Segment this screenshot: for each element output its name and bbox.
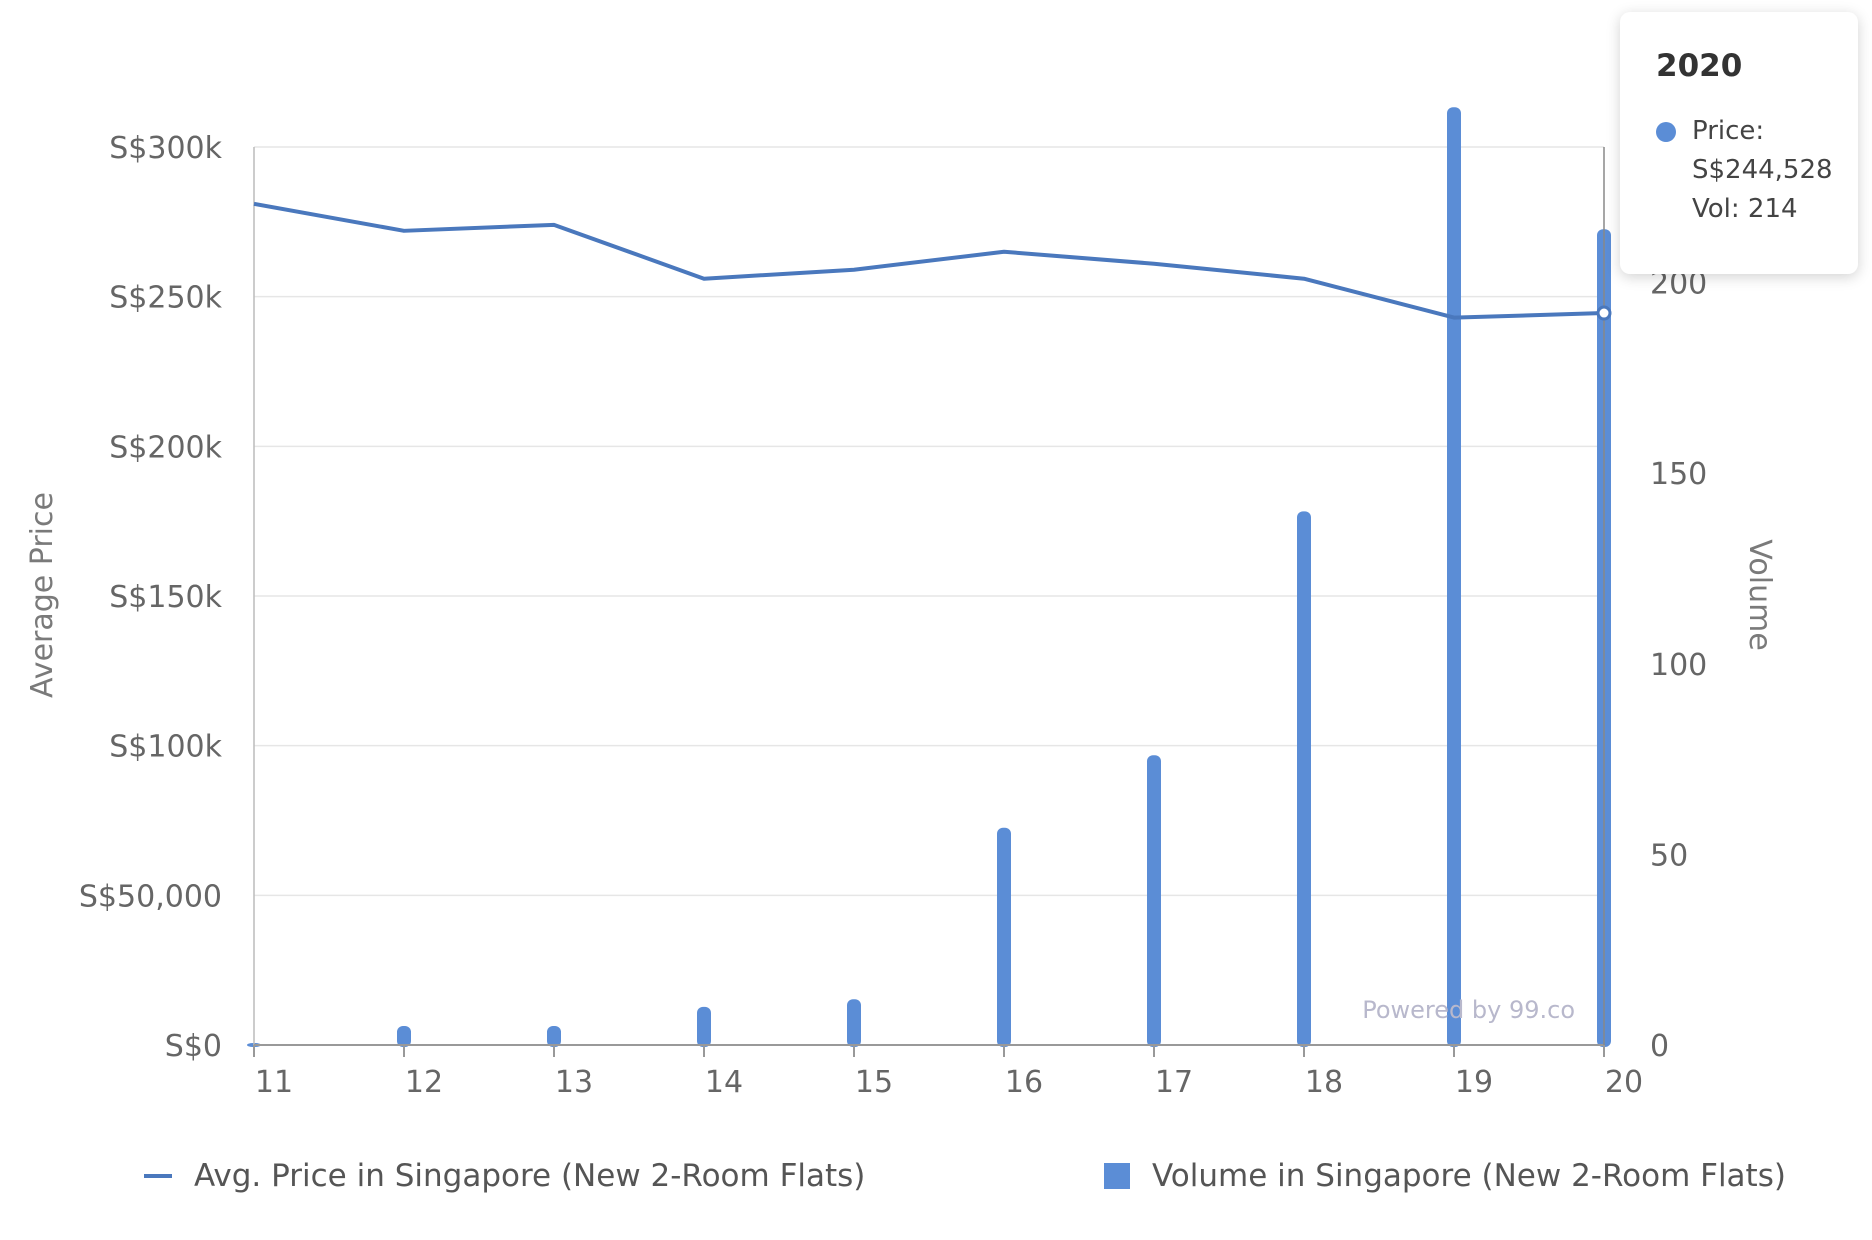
tooltip-volume: Vol: 214: [1692, 194, 1798, 224]
y-left-tick-label: S$100k: [109, 730, 222, 765]
legend-label-volume: Volume in Singapore (New 2-Room Flats): [1152, 1158, 1786, 1194]
y-left-tick-label: S$250k: [109, 281, 222, 316]
y-right-axis-title: Volume: [1742, 539, 1777, 651]
volume-bar: [1297, 511, 1311, 1047]
tooltip: 2020 Price: S$244,528 Vol: 214: [1620, 12, 1858, 274]
y-left-axis-title: Average Price: [25, 492, 60, 698]
y-right-tick-label: 150: [1650, 457, 1707, 492]
y-left-tick-label: S$50,000: [79, 879, 222, 914]
x-tick-label: 17: [1155, 1065, 1193, 1100]
x-tick-label: 20: [1605, 1065, 1643, 1100]
powered-by-credit[interactable]: Powered by 99.co: [1362, 996, 1575, 1024]
volume-bar: [1147, 755, 1161, 1047]
volume-bar: [997, 827, 1011, 1047]
price-point-marker: [1596, 305, 1612, 321]
legend-label-price: Avg. Price in Singapore (New 2-Room Flat…: [194, 1158, 866, 1194]
grid-lines: [254, 146, 1604, 897]
x-tick-label: 12: [405, 1065, 443, 1100]
volume-bar: [847, 999, 861, 1047]
volume-bars: [247, 107, 1611, 1048]
tooltip-title: 2020: [1656, 48, 1743, 84]
y-left-tick-label: S$300k: [109, 131, 222, 166]
x-tick-label: 16: [1005, 1065, 1043, 1100]
volume-bar: [1447, 107, 1461, 1048]
legend-item-price[interactable]: Avg. Price in Singapore (New 2-Room Flat…: [144, 1158, 865, 1194]
y-right-tick-label: 100: [1650, 648, 1707, 683]
y-left-tick-label: S$200k: [109, 430, 222, 465]
volume-bar: [547, 1025, 561, 1047]
price-line: [253, 201, 1612, 321]
x-tick-label: 15: [855, 1065, 893, 1100]
tick-labels: S$0 S$50,000 S$100k S$150k S$200k S$250k S$300…: [79, 131, 1707, 1100]
bar-swatch-icon: [1104, 1163, 1130, 1189]
legend: Avg. Price in Singapore (New 2-Room Flat…: [0, 1158, 1872, 1208]
line-swatch-icon: [144, 1174, 172, 1178]
x-tick-label: 19: [1455, 1065, 1493, 1100]
price-series-line: [253, 201, 1605, 320]
axes: [253, 147, 1605, 1057]
y-left-tick-label: S$150k: [109, 580, 222, 615]
x-tick-label: 18: [1305, 1065, 1343, 1100]
tooltip-price-label: Price:: [1692, 116, 1765, 146]
tooltip-series-dot-icon: [1656, 122, 1676, 142]
y-right-tick-label: 0: [1650, 1029, 1669, 1064]
volume-bar: [697, 1006, 711, 1047]
y-right-tick-label: 50: [1650, 838, 1688, 873]
x-tick-label: 13: [555, 1065, 593, 1100]
x-tick-label: 14: [705, 1065, 743, 1100]
tooltip-price-value: S$244,528: [1692, 155, 1833, 185]
x-tick-label: 11: [255, 1065, 293, 1100]
volume-bar: [397, 1025, 411, 1047]
y-left-tick-label: S$0: [165, 1029, 222, 1064]
legend-item-volume[interactable]: Volume in Singapore (New 2-Room Flats): [1104, 1158, 1786, 1194]
